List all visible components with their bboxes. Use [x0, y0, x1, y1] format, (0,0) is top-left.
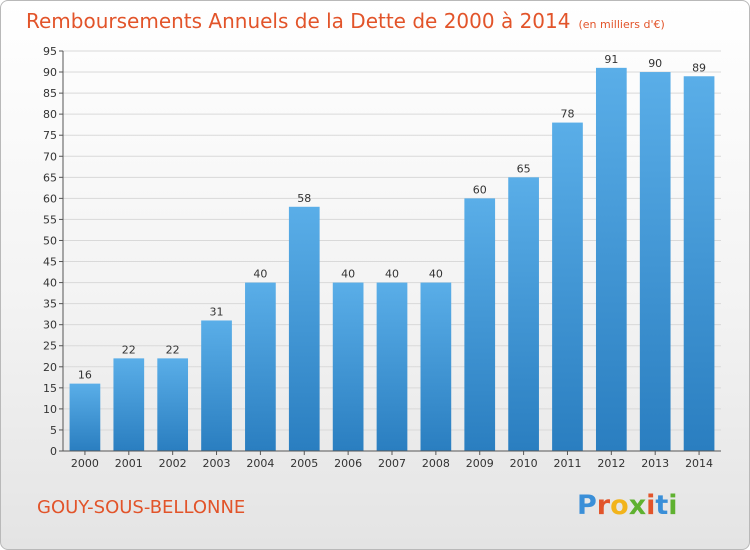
y-tick-label: 30: [43, 319, 57, 332]
x-tick-label-2014: 2014: [685, 457, 713, 470]
x-tick-label-2006: 2006: [334, 457, 362, 470]
data-label-2009: 60: [473, 183, 487, 196]
bar-2012: [595, 67, 627, 451]
bars-group: 16 22 22 31 40 58 40 40 40 60 65 78 91 90 89: [69, 53, 715, 452]
data-label-2007: 40: [385, 268, 399, 281]
x-tick-label-2010: 2010: [510, 457, 538, 470]
y-tick-label: 20: [43, 361, 57, 374]
y-tick-label: 5: [50, 424, 57, 437]
chart-title: Remboursements Annuels de la Dette de 20…: [26, 9, 571, 33]
data-label-2013: 90: [648, 57, 662, 70]
x-tick-label-2005: 2005: [290, 457, 318, 470]
x-tick-label-2011: 2011: [553, 457, 581, 470]
y-tick-label: 65: [43, 171, 57, 184]
data-label-2002: 22: [166, 343, 180, 356]
logo-letter: o: [610, 490, 629, 521]
x-tick-label-2000: 2000: [71, 457, 99, 470]
x-tick-label-2007: 2007: [378, 457, 406, 470]
y-tick-label: 15: [43, 382, 57, 395]
y-tick-label: 10: [43, 403, 57, 416]
y-tick-label: 90: [43, 66, 57, 79]
y-tick-label: 40: [43, 277, 57, 290]
bar-2009: [464, 198, 496, 451]
data-label-2011: 78: [560, 108, 574, 121]
y-tick-label: 35: [43, 298, 57, 311]
data-label-2014: 89: [692, 61, 706, 74]
bar-2007: [376, 282, 408, 451]
bar-2010: [508, 177, 539, 451]
y-tick-label: 45: [43, 256, 57, 269]
bar-2014: [683, 76, 715, 452]
chart-unit: (en milliers d'€): [578, 18, 665, 31]
bar-2003: [201, 320, 232, 451]
x-tick-label-2003: 2003: [203, 457, 231, 470]
y-tick-label: 70: [43, 150, 57, 163]
y-tick-label: 95: [43, 45, 57, 58]
data-label-2008: 40: [429, 268, 443, 281]
x-tick-label-2002: 2002: [159, 457, 187, 470]
chart-title-block: Remboursements Annuels de la Dette de 20…: [26, 9, 665, 33]
logo-letter: P: [577, 490, 597, 521]
bar-2004: [245, 282, 276, 451]
y-tick-label: 50: [43, 234, 57, 247]
y-tick-label: 25: [43, 340, 57, 353]
data-label-2010: 65: [517, 162, 531, 175]
y-tick-label: 75: [43, 129, 57, 142]
y-tick-label: 55: [43, 213, 57, 226]
axes-group: 0 5 10 15 20 25 30 35 40 45 50 55 60 65 70 75 80 85 90 95 20…: [43, 45, 721, 470]
logo-letter: i: [668, 490, 678, 521]
bar-2011: [552, 122, 583, 451]
bar-2000: [69, 383, 101, 451]
y-tick-label: 60: [43, 192, 57, 205]
bar-2013: [639, 72, 671, 451]
logo-letter: t: [655, 490, 669, 521]
y-tick-label: 80: [43, 108, 57, 121]
x-tick-label-2008: 2008: [422, 457, 450, 470]
bar-2005: [288, 206, 320, 451]
x-tick-label-2013: 2013: [641, 457, 669, 470]
data-label-2012: 91: [604, 53, 618, 66]
x-tick-label-2009: 2009: [466, 457, 494, 470]
data-label-2006: 40: [341, 268, 355, 281]
bar-2002: [157, 358, 189, 451]
data-label-2005: 58: [297, 192, 311, 205]
city-name: GOUY-SOUS-BELLONNE: [37, 497, 246, 518]
data-label-2001: 22: [122, 343, 136, 356]
bar-2001: [113, 358, 145, 451]
logo-letter: x: [628, 490, 647, 521]
y-tick-label: 0: [50, 445, 57, 458]
x-tick-label-2001: 2001: [115, 457, 143, 470]
data-label-2000: 16: [78, 369, 92, 382]
y-tick-label: 85: [43, 87, 57, 100]
x-tick-label-2012: 2012: [597, 457, 625, 470]
proxiti-logo: Proxiti: [577, 490, 678, 521]
data-label-2004: 40: [253, 268, 267, 281]
logo-letter: i: [646, 490, 656, 521]
bar-2006: [332, 282, 364, 451]
x-tick-label-2004: 2004: [246, 457, 274, 470]
data-label-2003: 31: [210, 305, 224, 318]
bar-2008: [420, 282, 452, 451]
logo-letter: r: [596, 490, 611, 521]
